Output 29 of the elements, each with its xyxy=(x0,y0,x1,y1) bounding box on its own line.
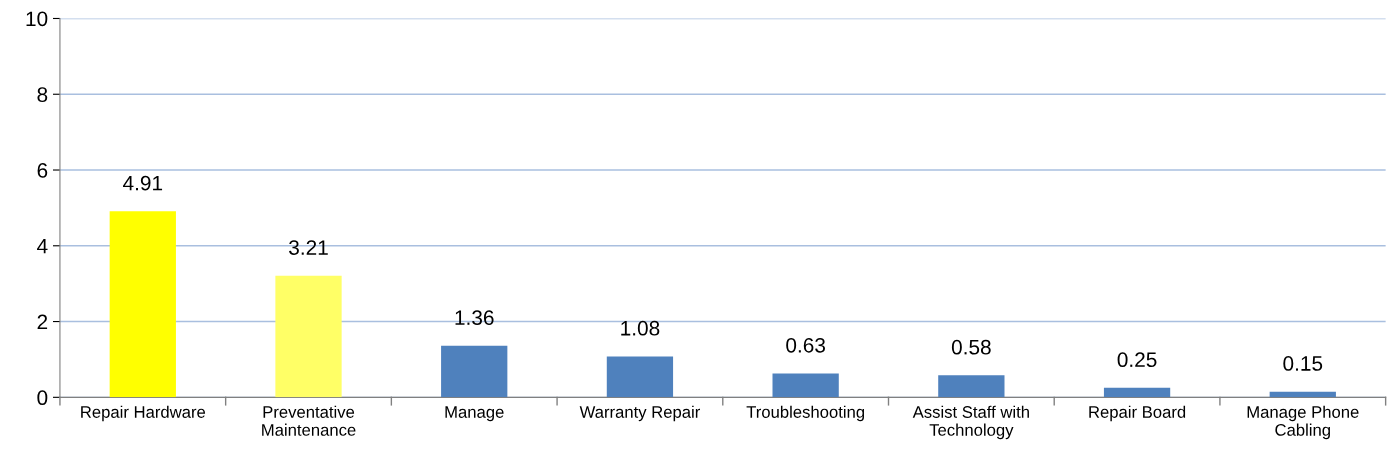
x-tick-label: Warranty Repair xyxy=(579,405,701,422)
x-tick-label: Assist Staff with Technology xyxy=(912,405,1029,440)
x-tick-label: Repair Hardware xyxy=(81,405,206,422)
bar xyxy=(772,373,839,398)
y-tick-label: 0 xyxy=(37,390,48,406)
x-tick-label: Preventative Maintenance xyxy=(262,405,356,436)
x-tick-label: Troubleshooting xyxy=(746,405,865,422)
y-tick-label: 6 xyxy=(37,163,48,178)
x-tick-label: Manage xyxy=(445,406,504,422)
data-label: 3.21 xyxy=(289,240,328,255)
data-label: 0.15 xyxy=(1283,356,1323,371)
data-label: 0.63 xyxy=(786,337,825,353)
data-label: 4.91 xyxy=(123,175,163,191)
bar xyxy=(109,211,176,398)
data-label: 0.58 xyxy=(951,339,991,355)
bar xyxy=(275,275,342,398)
bar xyxy=(938,375,1005,398)
y-tick-label: 10 xyxy=(26,11,48,27)
bar xyxy=(441,345,508,398)
data-label: 1.08 xyxy=(621,320,660,336)
x-tick-label: Repair Board xyxy=(1089,405,1186,422)
x-tick-label: Manage Phone Cabling xyxy=(1247,405,1359,440)
y-tick-label: 4 xyxy=(37,239,48,254)
y-tick-label: 2 xyxy=(37,314,48,330)
data-label: 0.25 xyxy=(1117,352,1157,368)
data-label: 1.36 xyxy=(455,310,494,326)
y-tick-label: 8 xyxy=(37,87,48,102)
bar xyxy=(606,356,674,398)
bar xyxy=(1103,387,1171,398)
